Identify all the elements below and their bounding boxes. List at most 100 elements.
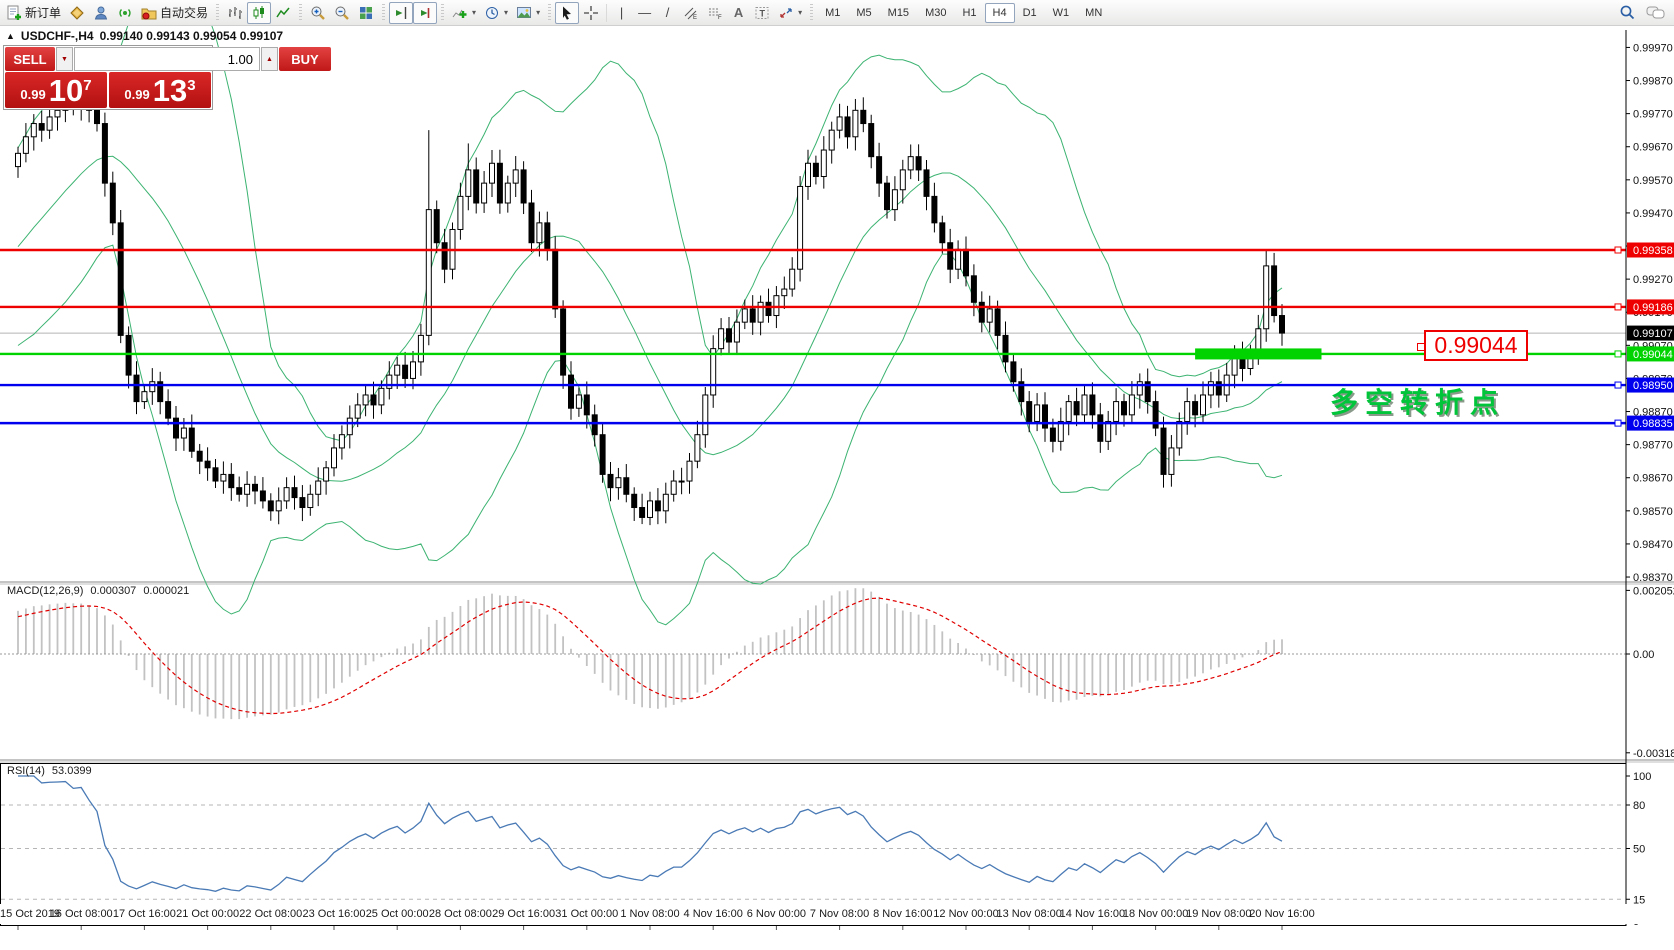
candle-bear (528, 202, 535, 244)
horizontal-line-tool[interactable]: — (633, 2, 656, 24)
candle-bull (686, 460, 693, 482)
candle-bear (583, 394, 590, 416)
text-label-tool[interactable]: T (750, 2, 774, 24)
timeframe-mn[interactable]: MN (1085, 6, 1103, 19)
candle-bull (773, 295, 780, 317)
tile-windows-button[interactable] (354, 2, 378, 24)
macd-axis-label: 0.00 (1633, 649, 1654, 661)
indicators-button[interactable]: ▾ (448, 2, 480, 24)
templates-button[interactable]: ▾ (512, 2, 544, 24)
zoom-in-button[interactable] (306, 2, 330, 24)
sell-price-button[interactable]: 0.99 10 7 (5, 72, 107, 108)
candle-bull (757, 301, 764, 323)
price-tick-label: 0.98870 (1633, 407, 1673, 419)
buy-price-button[interactable]: 0.99 13 3 (109, 72, 211, 108)
time-axis[interactable]: 15 Oct 2019 16 Oct 08:00 17 Oct 16:00 21 Oc… (0, 904, 1674, 924)
timeframe-h1[interactable]: H1 (962, 6, 977, 19)
horizontal-line-icon: — (638, 5, 652, 20)
time-tick-label: 12 Nov 00:00 (933, 908, 999, 920)
signal-button[interactable] (113, 2, 137, 24)
trendline-tool[interactable]: / (656, 2, 679, 24)
candle-bear (1042, 404, 1048, 429)
candle-bear (496, 162, 503, 204)
volume-decrease-button[interactable]: ▼ (56, 47, 73, 71)
level-line-marker (1614, 350, 1622, 358)
volume-increase-button[interactable]: ▲ (261, 47, 278, 71)
candle-bull (1105, 420, 1112, 442)
fibonacci-tool[interactable]: F (703, 2, 727, 24)
candle-bull (899, 169, 906, 191)
price-level-label: 0.99358 (1633, 245, 1673, 257)
candle-bear (970, 275, 977, 303)
time-tick-label: 14 Nov 16:00 (1059, 908, 1126, 920)
profile-button[interactable] (89, 2, 113, 24)
price-callout-box[interactable]: 0.99044 (1417, 330, 1528, 361)
candle-bull (805, 162, 811, 187)
callout-text: 0.99044 (1434, 332, 1518, 358)
timeframe-m15[interactable]: M15 (887, 6, 910, 19)
candle-bear (765, 301, 772, 317)
new-order-button[interactable]: 新订单 (2, 2, 65, 24)
candle-bull (836, 116, 843, 131)
crosshair-button[interactable] (579, 2, 603, 24)
zoom-out-button[interactable] (330, 2, 354, 24)
buy-button[interactable]: BUY (279, 47, 331, 71)
channel-tool[interactable]: E (679, 2, 703, 24)
search-icon[interactable] (1619, 4, 1636, 21)
sell-button[interactable]: SELL (5, 47, 55, 71)
candle-bear (654, 500, 661, 512)
cursor-button[interactable] (555, 1, 580, 24)
periods-button[interactable]: ▾ (480, 2, 512, 24)
candle-bear (868, 123, 875, 158)
timeframe-w1[interactable]: W1 (1052, 6, 1070, 19)
candle-bear (1271, 265, 1278, 317)
horizontal-lines-layer (0, 246, 1626, 427)
candle-bear (157, 381, 164, 403)
candle-bull (54, 109, 61, 118)
candle-bull (1128, 394, 1135, 416)
vertical-line-tool[interactable]: | (610, 2, 633, 24)
candlestick-button[interactable] (247, 1, 272, 24)
macd-panel: 0.002052 0.00 -0.003187 (0, 584, 1674, 760)
trendline-icon: / (665, 5, 670, 20)
bar-chart-button[interactable] (223, 2, 247, 24)
candle-bear (844, 116, 851, 138)
collapse-panel-icon[interactable]: ▲ (6, 31, 15, 41)
candle-bull (694, 434, 701, 462)
candle-bear (520, 169, 527, 204)
auto-trading-button[interactable]: 自动交易 (137, 2, 212, 24)
candle-bear (876, 156, 883, 184)
auto-scroll-button[interactable] (413, 1, 438, 24)
candle-bull (378, 387, 385, 406)
candle-bear (196, 450, 203, 462)
price-chart-canvas[interactable]: 0.999700.998700.997700.996700.995700.994… (0, 26, 1674, 930)
candle-bear (639, 507, 646, 518)
text-tool[interactable]: A (727, 2, 750, 24)
timeframe-h4[interactable]: H4 (984, 2, 1015, 23)
volume-input[interactable] (74, 47, 260, 71)
timeframe-m5[interactable]: M5 (856, 6, 872, 19)
styler-button[interactable] (65, 2, 89, 24)
chat-icon[interactable] (1646, 5, 1666, 21)
ohlc-values: 0.99140 0.99143 0.99054 0.99107 (99, 29, 284, 43)
candle-bear (38, 123, 45, 131)
chart-shift-button[interactable] (389, 1, 414, 24)
time-tick-label: 4 Nov 16:00 (683, 908, 743, 920)
timeframe-d1[interactable]: D1 (1022, 6, 1037, 19)
chart-area[interactable]: 0.99970 0.99870 0.99770 0.99670 0.99570 0.994… (0, 26, 1674, 930)
candle-bear (1097, 414, 1104, 442)
shapes-tool[interactable]: ▾ (774, 2, 806, 24)
rsi-value: 53.0399 (51, 765, 92, 777)
timeframe-m30[interactable]: M30 (925, 6, 947, 19)
line-chart-button[interactable] (271, 2, 295, 24)
toolbar-grip (382, 3, 386, 22)
time-tick-label: 6 Nov 00:00 (746, 908, 807, 920)
sell-price-small: 0.99 (20, 87, 46, 102)
level-line-marker (1614, 246, 1622, 254)
candle-bull (820, 149, 827, 178)
turning-point-text[interactable]: 多空转折点 (1330, 387, 1506, 418)
shapes-icon (780, 7, 792, 18)
text-label-icon: T (755, 6, 769, 19)
timeframe-m1[interactable]: M1 (825, 6, 841, 19)
